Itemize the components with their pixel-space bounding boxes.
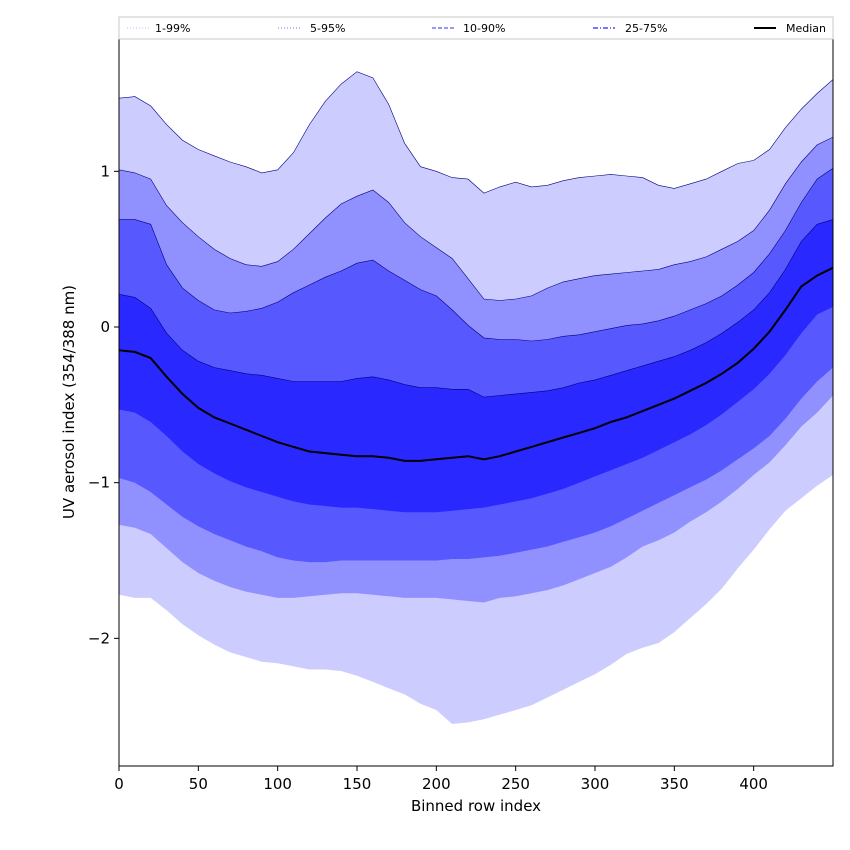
y-axis: −2 −1 0 1	[88, 162, 119, 647]
band-25-75pct	[119, 219, 833, 513]
legend-frame	[118, 16, 834, 40]
x-tick-label: 150	[343, 775, 372, 793]
y-tick-label: −2	[88, 629, 110, 647]
legend-label: 1-99%	[155, 22, 190, 35]
percentile-bands	[119, 71, 833, 724]
legend-label: Median	[786, 22, 826, 35]
median-layer	[119, 266, 833, 462]
legend-label: 25-75%	[625, 22, 667, 35]
y-axis-label: UV aerosol index (354/388 nm)	[60, 285, 78, 519]
band-upper-edge-1	[119, 136, 833, 301]
legend-label: 5-95%	[310, 22, 345, 35]
x-tick-label: 200	[422, 775, 451, 793]
band-upper-edge-0	[119, 71, 833, 194]
x-tick-label: 250	[501, 775, 530, 793]
legend: 1-99% 5-95% 10-90% 25-75% Median	[118, 16, 834, 40]
legend-label: 10-90%	[463, 22, 505, 35]
x-tick-label: 0	[114, 775, 124, 793]
y-tick-label: 1	[100, 162, 110, 180]
x-axis: 0 50 100 150 200 250 300 350 400	[114, 766, 768, 793]
x-tick-label: 350	[660, 775, 689, 793]
x-tick-label: 400	[739, 775, 768, 793]
y-tick-label: −1	[88, 474, 110, 492]
median-line	[119, 266, 833, 462]
band-upper-edge-3	[119, 219, 833, 398]
x-axis-label: Binned row index	[411, 797, 541, 815]
x-tick-label: 300	[581, 775, 610, 793]
y-tick-label: 0	[100, 318, 110, 336]
band-upper-edge-2	[119, 167, 833, 342]
x-tick-label: 50	[189, 775, 208, 793]
x-tick-label: 100	[263, 775, 292, 793]
